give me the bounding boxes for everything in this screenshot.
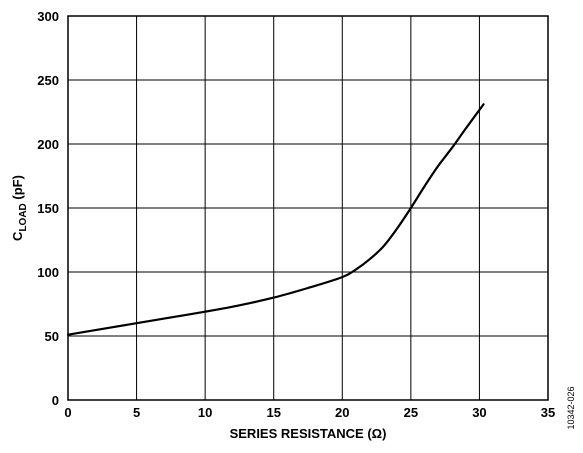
grid-lines	[67, 15, 549, 401]
y-axis-title-main: C	[10, 231, 25, 241]
series-line	[66, 103, 485, 336]
y-tick-label-6: 300	[37, 9, 59, 24]
x-tick-label-7: 35	[541, 405, 555, 420]
x-tick-label-5: 25	[404, 405, 418, 420]
x-tick-label-0: 0	[64, 405, 71, 420]
y-tick-label-5: 250	[37, 73, 59, 88]
y-axis-title-subscript: LOAD	[18, 203, 29, 231]
y-tick-label-3: 150	[37, 201, 59, 216]
y-axis-title-unit: (pF)	[10, 175, 25, 203]
y-axis-tick-labels: 0 50 100 150 200 250 300	[37, 9, 59, 408]
x-tick-label-3: 15	[266, 405, 280, 420]
plot-area-frame	[67, 15, 549, 401]
x-axis-title: SERIES RESISTANCE (Ω)	[230, 426, 387, 441]
y-tick-label-4: 200	[37, 137, 59, 152]
x-axis-tick-labels: 0 5 10 15 20 25 30 35	[64, 405, 555, 420]
x-tick-label-6: 30	[472, 405, 486, 420]
y-tick-label-2: 100	[37, 265, 59, 280]
figure-id: 10342-026	[566, 386, 576, 429]
x-tick-label-1: 5	[133, 405, 140, 420]
y-axis-title: CLOAD (pF)	[10, 175, 29, 241]
x-tick-label-2: 10	[198, 405, 212, 420]
y-tick-label-0: 0	[52, 393, 59, 408]
x-tick-label-4: 20	[335, 405, 349, 420]
y-tick-label-1: 50	[45, 329, 59, 344]
